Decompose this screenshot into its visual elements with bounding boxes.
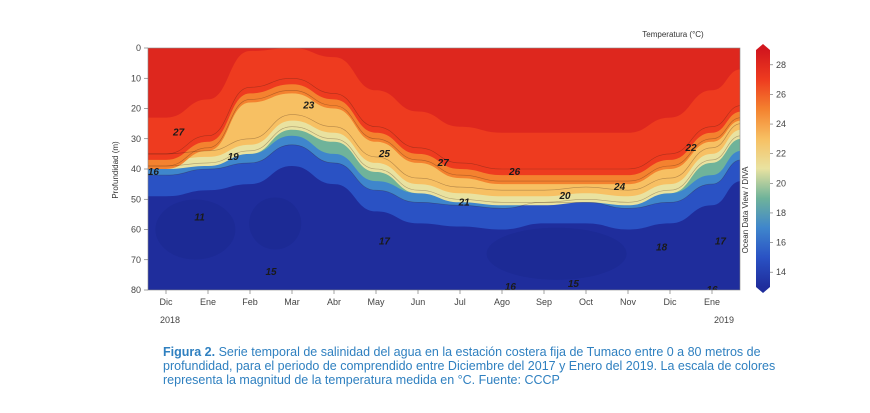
cold-water-pocket [486,227,627,280]
y-tick-label: 70 [131,255,141,265]
contour-label: 24 [613,182,626,193]
x-tick-label: Oct [579,297,594,307]
contour-label: 25 [378,149,391,160]
colorbar-tick-label: 24 [776,119,786,129]
temperature-depth-chart: 27 16 19 11 23 15 25 17 27 21 26 20 15 16 24 18 22 17 16 0… [111,30,786,325]
colorbar-tick-label: 26 [776,89,786,99]
caption-text: Serie temporal de salinidad del agua en … [163,345,776,387]
colorbar-tick-label: 28 [776,60,786,70]
isotherm-line [148,114,740,191]
y-tick-label: 0 [136,43,141,53]
contour-label: 11 [194,212,205,223]
colorbar-title: Temperatura (°C) [642,30,704,39]
isotherm-line [148,89,740,182]
y-tick-label: 30 [131,134,141,144]
contour-label: 27 [437,158,450,169]
colorbar-tick-label: 14 [776,267,786,277]
x-tick-label: Jun [411,297,426,307]
y-axis-title: Profundidad (m) [111,141,120,199]
contour-label: 16 [706,285,718,296]
contour-label: 16 [505,282,517,293]
contour-label: 27 [172,128,185,139]
isotherm-line [148,77,740,170]
contour-label: 15 [265,267,277,278]
x-tick-label: Ene [200,297,216,307]
contour-label: 16 [148,167,160,178]
colorbar-max-arrow [756,44,770,50]
colorbar-gradient [756,50,770,287]
y-tick-label: 60 [131,225,141,235]
x-tick-label: Mar [284,297,300,307]
y-tick-label: 80 [131,285,141,295]
colorbar-side-label: Ocean Data View / DIVA [741,166,750,254]
contour-label: 17 [715,237,727,248]
x-tick-label: Dic [664,297,677,307]
contour-label: 18 [656,243,668,254]
contour-label: 23 [302,101,315,112]
colorbar-min-arrow [756,287,770,293]
x-tick-label: May [367,297,385,307]
x-tick-label: Sep [536,297,552,307]
x-tick-label: Ago [494,297,510,307]
figure-label: Figura 2. [163,345,216,359]
colorbar: 14 16 18 20 22 24 26 28 [756,44,786,293]
isotherm-line [148,126,740,203]
colorbar-tick-label: 18 [776,208,786,218]
plot-area: 27 16 19 11 23 15 25 17 27 21 26 20 15 16 24 18 22 17 16 [147,47,741,296]
x-axis: Dic Ene Feb Mar Abr May Jun Jul Ago Sep Oct Nov Dic E… [160,290,734,325]
colorbar-tick-label: 20 [776,178,786,188]
contour-label: 19 [228,152,240,163]
contour-label: 20 [558,191,571,202]
y-tick-label: 10 [131,73,141,83]
y-tick-label: 40 [131,164,141,174]
figure-caption: Figura 2. Serie temporal de salinidad de… [163,345,813,387]
colorbar-tick-label: 16 [776,238,786,248]
y-tick-label: 20 [131,104,141,114]
x-tick-label: Dic [160,297,173,307]
colorbar-tick-label: 22 [776,149,786,159]
y-tick-label: 50 [131,194,141,204]
contour-label: 17 [379,237,391,248]
y-axis: 0 10 20 30 40 50 60 70 80 [131,43,148,295]
x-tick-label: Ene [704,297,720,307]
contour-label: 26 [508,167,521,178]
year-label: 2018 [160,315,180,325]
x-tick-label: Abr [327,297,341,307]
cold-water-pocket [155,199,236,260]
x-tick-label: Nov [620,297,637,307]
contour-label: 22 [684,143,697,154]
layer-28c [148,48,740,133]
cold-water-pocket [249,197,302,250]
x-tick-label: Jul [454,297,466,307]
isotherm-line [148,144,740,209]
x-tick-label: Feb [242,297,258,307]
year-label: 2019 [714,315,734,325]
contour-label: 15 [568,279,580,290]
contour-label: 21 [458,197,471,208]
